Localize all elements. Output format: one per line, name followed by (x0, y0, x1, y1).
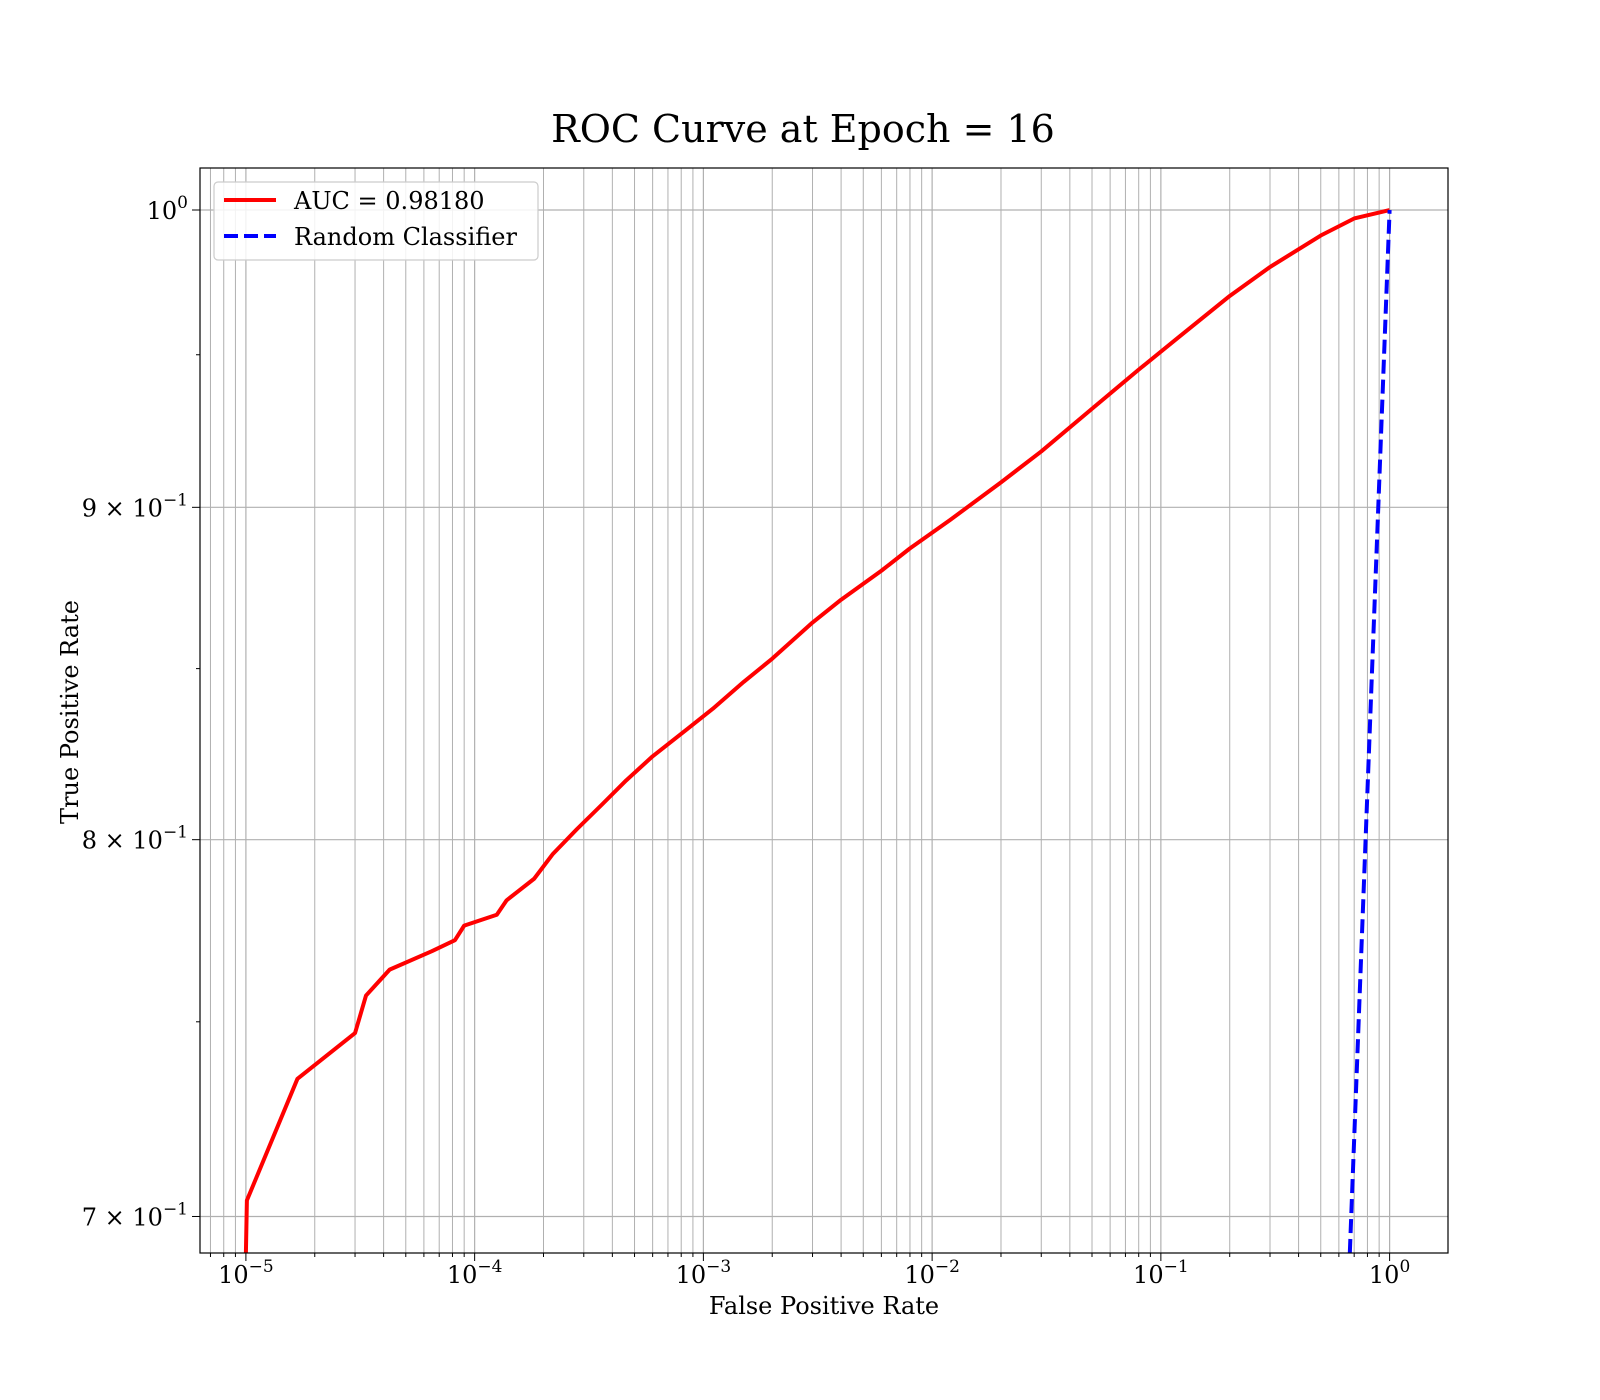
axis-ticks: 10−5 10−4 10−3 10−2 10−1 100 7 × 10−1 8 × 10−1 9… (82, 193, 1411, 1289)
roc-curve-line (243, 208, 1391, 1253)
legend-box (213, 181, 539, 261)
y-tick-label: 100 (147, 193, 188, 225)
x-tick-label: 10−4 (447, 1257, 503, 1289)
x-tick-label: 10−1 (1133, 1257, 1189, 1289)
x-tick-label: 10−2 (904, 1257, 960, 1289)
y-tick-label: 8 × 10−1 (82, 823, 188, 855)
y-axis-label: True Positive Rate (56, 600, 84, 824)
legend-label-auc: AUC = 0.98180 (293, 187, 485, 215)
grid (200, 168, 1448, 1253)
chart-title: ROC Curve at Epoch = 16 (551, 107, 1055, 151)
plot-series (243, 208, 1392, 1253)
x-tick-label: 100 (1369, 1257, 1410, 1289)
x-axis-label: False Positive Rate (709, 1292, 939, 1320)
legend-label-random: Random Classifier (294, 223, 517, 251)
y-tick-label: 7 × 10−1 (82, 1199, 188, 1231)
x-tick-label: 10−5 (218, 1257, 274, 1289)
legend: AUC = 0.98180 Random Classifier (213, 181, 539, 261)
x-tick-label: 10−3 (676, 1257, 732, 1289)
y-tick-label: 9 × 10−1 (82, 490, 188, 522)
random-classifier-line (1347, 209, 1392, 1253)
plot-area-frame (199, 167, 1449, 1254)
